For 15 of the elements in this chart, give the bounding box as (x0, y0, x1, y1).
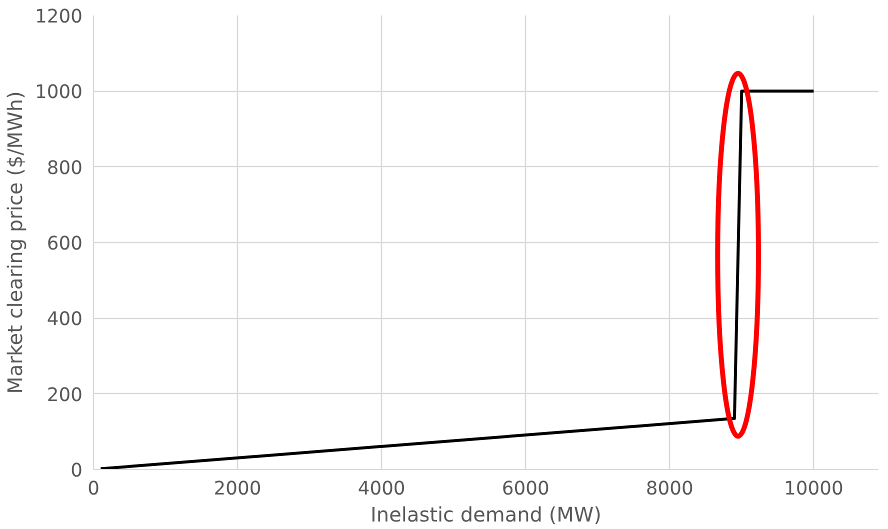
y-tick-label: 600 (46, 234, 82, 254)
y-tick-label: 800 (46, 158, 82, 179)
y-tick-label: 1000 (35, 82, 83, 104)
x-tick-label: 4000 (358, 478, 406, 500)
y-tick-label: 0 (70, 460, 83, 482)
x-tick-label: 6000 (502, 478, 550, 500)
y-tick-label: 200 (46, 384, 82, 406)
x-tick-label: 0 (88, 478, 100, 500)
y-axis-title: Market clearing price ($/MWh) (3, 91, 28, 394)
y-tick-label: 400 (46, 309, 82, 330)
x-tick-label: 8000 (646, 478, 694, 500)
x-axis-title: Inelastic demand (MW) (370, 502, 602, 526)
x-tick-label: 10000 (784, 478, 844, 500)
x-tick-label: 2000 (214, 478, 262, 500)
y-tick-label: 1200 (35, 6, 83, 28)
